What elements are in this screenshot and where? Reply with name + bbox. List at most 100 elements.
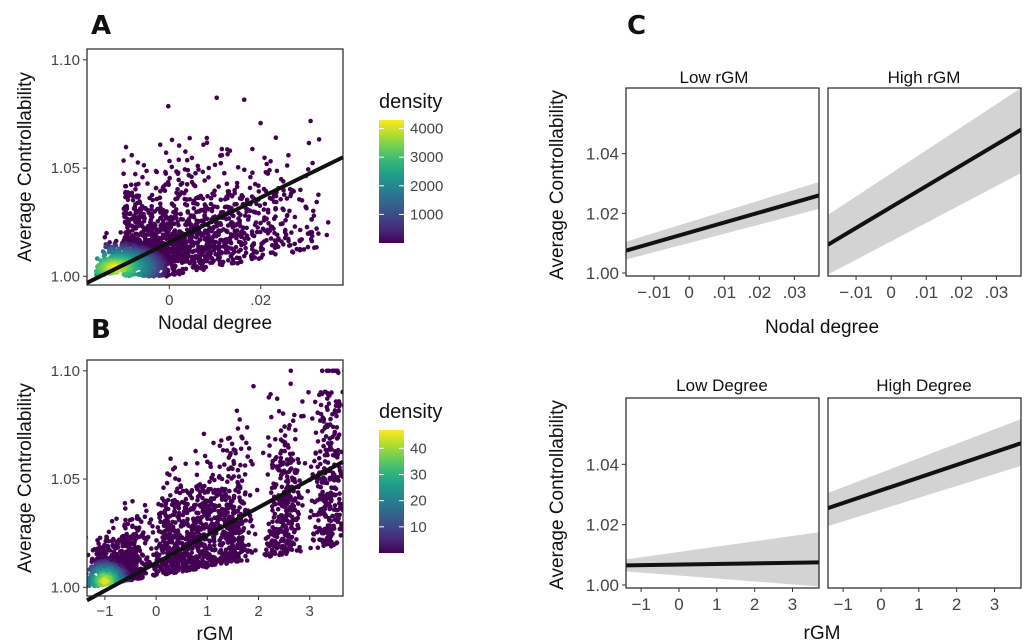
data-point	[350, 452, 355, 457]
data-point	[269, 196, 274, 201]
data-point	[313, 450, 319, 456]
data-point	[200, 260, 206, 265]
data-point	[150, 530, 156, 535]
data-point	[334, 512, 339, 518]
chart-c-bottom-facet-left	[625, 397, 820, 589]
data-point	[208, 499, 213, 504]
data-point	[139, 207, 144, 212]
data-point	[290, 418, 296, 424]
data-point	[248, 174, 253, 180]
data-point	[213, 524, 218, 529]
data-point	[179, 180, 185, 186]
data-point	[320, 496, 325, 502]
data-point	[275, 506, 281, 512]
data-point	[287, 208, 292, 214]
fit-line	[828, 441, 1021, 510]
data-point	[260, 450, 266, 456]
data-point	[344, 454, 349, 459]
data-point	[159, 562, 165, 568]
data-point	[218, 197, 224, 203]
data-point	[175, 514, 180, 520]
data-point	[298, 549, 303, 554]
data-point	[154, 552, 160, 558]
data-point	[172, 258, 177, 264]
data-point	[217, 464, 222, 470]
data-point	[165, 564, 171, 569]
data-point	[195, 562, 201, 568]
data-point	[280, 206, 286, 211]
data-point	[311, 512, 317, 518]
data-point	[334, 436, 340, 441]
data-point	[325, 441, 331, 446]
data-point	[261, 207, 267, 212]
data-point	[238, 212, 243, 218]
x-tick-label: .02	[950, 283, 974, 302]
data-point	[233, 488, 238, 493]
data-point	[194, 267, 199, 273]
data-point	[207, 538, 212, 544]
data-point	[133, 171, 138, 177]
data-point	[279, 513, 284, 518]
data-point	[130, 194, 136, 199]
data-point	[207, 242, 213, 247]
data-point	[237, 536, 242, 542]
data-point	[248, 458, 254, 464]
data-point	[294, 537, 299, 542]
data-point	[141, 163, 147, 168]
data-point	[307, 515, 313, 520]
data-point	[223, 550, 228, 555]
data-point	[323, 514, 329, 519]
data-point	[193, 448, 198, 454]
data-point	[302, 461, 308, 466]
data-point	[292, 241, 298, 247]
data-point	[270, 458, 276, 464]
data-point	[188, 222, 194, 227]
data-point	[130, 555, 135, 561]
chart-c-top-x-title: Nodal degree	[765, 317, 879, 338]
data-point	[322, 476, 328, 482]
data-point	[175, 528, 181, 533]
data-point	[270, 224, 275, 230]
data-point	[321, 437, 327, 443]
data-point	[274, 396, 280, 402]
data-point	[332, 503, 338, 508]
data-point	[246, 214, 252, 219]
data-point	[277, 501, 282, 506]
x-tick-label: 2	[750, 595, 759, 614]
data-point	[176, 477, 182, 483]
data-point	[226, 551, 232, 557]
data-point	[205, 459, 210, 465]
data-point	[201, 431, 207, 437]
x-tick-label: .02	[250, 292, 271, 309]
data-point	[180, 217, 186, 222]
data-point	[184, 257, 190, 262]
data-point	[265, 472, 271, 477]
data-point	[133, 187, 138, 192]
data-point	[209, 208, 215, 214]
data-point	[189, 546, 195, 551]
x-tick-label: 2	[254, 603, 262, 620]
data-point	[163, 499, 169, 505]
data-point	[216, 232, 221, 237]
chart-c-top-strip-left: Low rGM	[680, 68, 749, 87]
confidence-ribbon	[828, 88, 1021, 275]
data-point	[212, 192, 217, 198]
data-point	[197, 517, 203, 523]
data-point	[168, 256, 174, 262]
data-point	[121, 158, 126, 163]
data-point	[324, 232, 330, 238]
data-point	[134, 558, 140, 564]
data-point	[235, 467, 241, 473]
data-point	[315, 484, 321, 489]
data-point	[280, 461, 285, 467]
data-point	[178, 484, 184, 490]
chart-b-fit-line	[86, 460, 344, 603]
data-point	[289, 526, 295, 531]
data-point	[228, 465, 234, 470]
data-point	[163, 211, 168, 216]
data-point	[297, 545, 302, 550]
data-point	[212, 233, 217, 238]
data-point	[173, 207, 179, 212]
data-point	[154, 546, 159, 551]
